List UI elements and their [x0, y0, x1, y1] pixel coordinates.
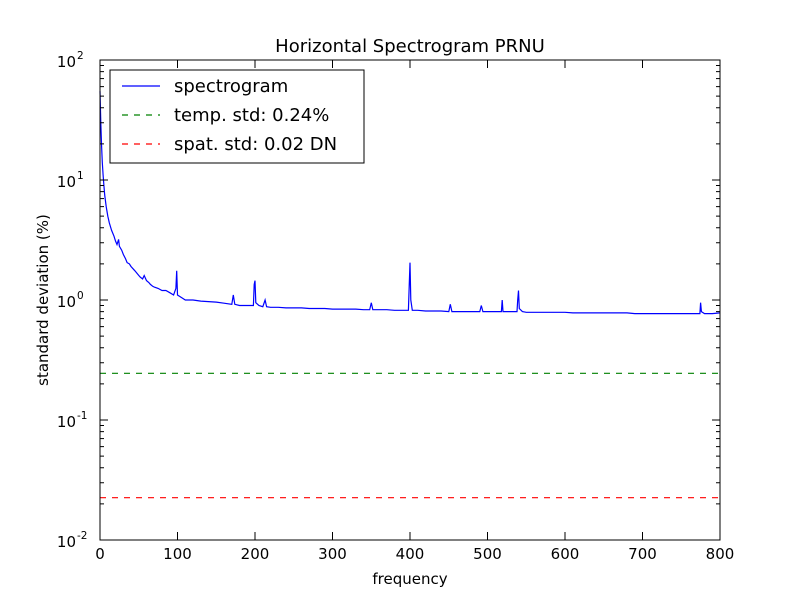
chart-title: Horizontal Spectrogram PRNU	[275, 36, 545, 57]
x-tick-label: 200	[241, 545, 270, 563]
x-tick-label: 400	[396, 545, 425, 563]
title-group: Horizontal Spectrogram PRNU	[275, 36, 545, 57]
legend: spectrogram temp. std: 0.24% spat. std: 0.…	[109, 69, 365, 164]
legend-label: spectrogram	[174, 76, 288, 97]
x-tick-label: 100	[163, 545, 192, 563]
y-tick-exponent: 1	[77, 170, 84, 182]
y-axis-label: standard deviation (%)	[34, 214, 52, 386]
x-tick-label: 800	[706, 545, 735, 563]
y-tick-label: 10	[57, 173, 76, 191]
x-tick-label: 700	[628, 545, 657, 563]
y-tick-exponent: -2	[77, 530, 87, 542]
y-tick-label: 10	[57, 53, 76, 71]
plot-area	[99, 91, 721, 499]
y-tick-label: 10	[57, 293, 76, 311]
legend-label: temp. std: 0.24%	[174, 105, 329, 126]
y-tick-exponent: 0	[77, 290, 84, 302]
x-tick-label: 600	[551, 545, 580, 563]
y-tick-exponent: 2	[77, 50, 84, 62]
x-tick-label: 300	[318, 545, 347, 563]
y-tick-label: 10	[57, 533, 76, 551]
x-tick-label: 500	[473, 545, 502, 563]
series-line-0	[99, 91, 721, 315]
legend-label: spat. std: 0.02 DN	[174, 134, 337, 155]
y-tick-exponent: -1	[77, 410, 87, 422]
x-axis-label: frequency	[372, 570, 447, 588]
y-tick-label: 10	[57, 413, 76, 431]
x-tick-label: 0	[95, 545, 105, 563]
